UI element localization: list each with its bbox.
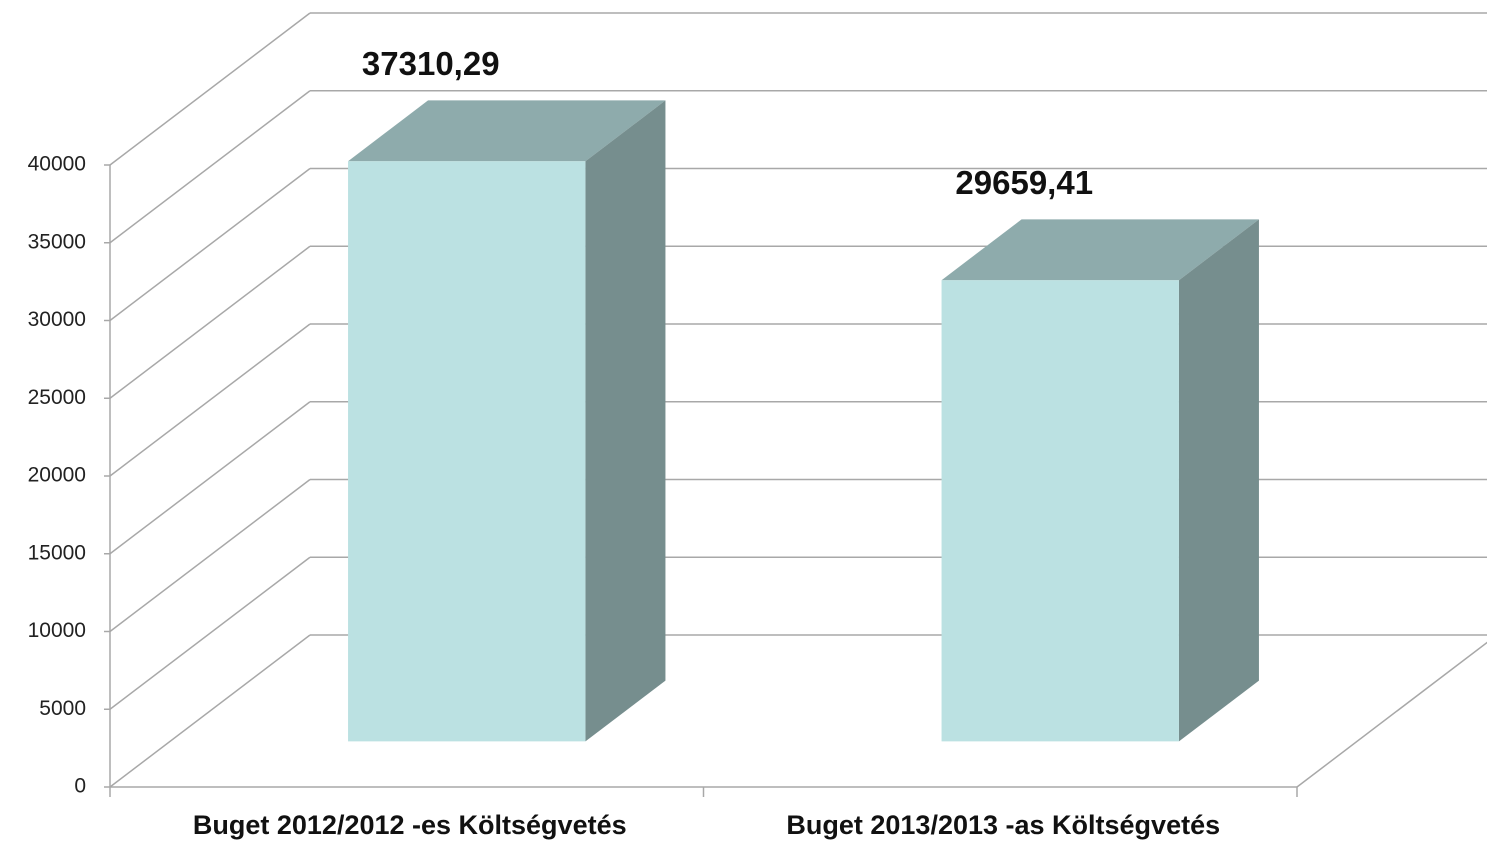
bar xyxy=(348,161,586,742)
y-tick-label: 15000 xyxy=(28,541,86,564)
y-tick-label: 35000 xyxy=(28,230,86,253)
data-label: 37310,29 xyxy=(362,45,500,82)
grid-line xyxy=(109,323,311,477)
floor-edge xyxy=(1296,641,1487,788)
y-tick-label: 10000 xyxy=(28,619,86,642)
y-tick-label: 5000 xyxy=(39,697,86,720)
x-tick-label: Buget 2012/2012 -es Költségvetés xyxy=(193,810,627,840)
bar xyxy=(941,280,1179,742)
grid-line xyxy=(109,401,311,555)
grid-line xyxy=(109,478,311,633)
y-tick-label: 25000 xyxy=(28,386,86,409)
x-tick-label: Buget 2013/2013 -as Költségvetés xyxy=(786,810,1220,840)
grid-line xyxy=(109,556,311,710)
grid-line xyxy=(109,90,311,244)
grid-line xyxy=(109,167,311,322)
bar-top xyxy=(941,219,1259,281)
grid-line xyxy=(109,634,311,788)
bar-side xyxy=(1178,219,1259,742)
data-label: 29659,41 xyxy=(955,164,1093,201)
y-tick-label: 40000 xyxy=(28,153,86,176)
bar-side xyxy=(585,100,666,742)
y-tick-label: 30000 xyxy=(28,308,86,331)
y-tick-label: 0 xyxy=(74,775,86,798)
grid-line xyxy=(109,12,311,166)
grid-line xyxy=(109,245,311,399)
y-tick-label: 20000 xyxy=(28,464,86,487)
bar-top xyxy=(348,100,666,162)
